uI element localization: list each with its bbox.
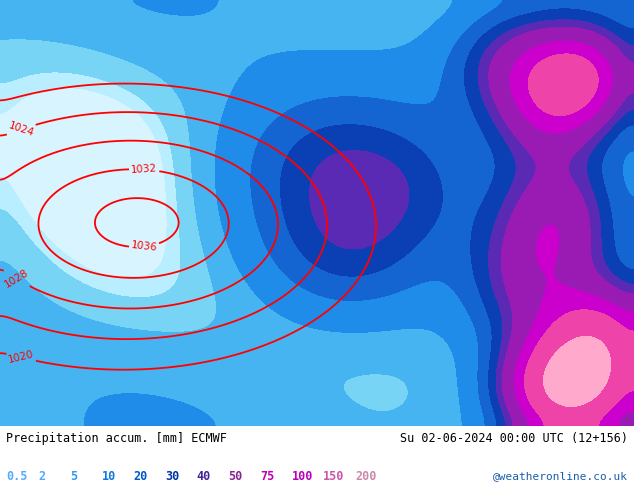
Text: 10: 10 <box>101 470 115 483</box>
Text: Precipitation accum. [mm] ECMWF: Precipitation accum. [mm] ECMWF <box>6 432 227 445</box>
Text: 200: 200 <box>355 470 377 483</box>
Text: 1036: 1036 <box>131 240 158 253</box>
Text: 1028: 1028 <box>3 267 30 290</box>
Text: 0.5: 0.5 <box>6 470 28 483</box>
Text: 100: 100 <box>292 470 313 483</box>
Text: 50: 50 <box>228 470 242 483</box>
Text: 1020: 1020 <box>7 349 35 366</box>
Text: Su 02-06-2024 00:00 UTC (12+156): Su 02-06-2024 00:00 UTC (12+156) <box>399 432 628 445</box>
Text: 40: 40 <box>197 470 210 483</box>
Text: 1032: 1032 <box>131 164 158 175</box>
Text: @weatheronline.co.uk: @weatheronline.co.uk <box>493 471 628 481</box>
Text: 30: 30 <box>165 470 179 483</box>
Text: 2: 2 <box>38 470 45 483</box>
Text: 1024: 1024 <box>7 121 36 139</box>
Text: 20: 20 <box>133 470 147 483</box>
Text: 5: 5 <box>70 470 77 483</box>
Text: 150: 150 <box>323 470 345 483</box>
Text: 75: 75 <box>260 470 274 483</box>
